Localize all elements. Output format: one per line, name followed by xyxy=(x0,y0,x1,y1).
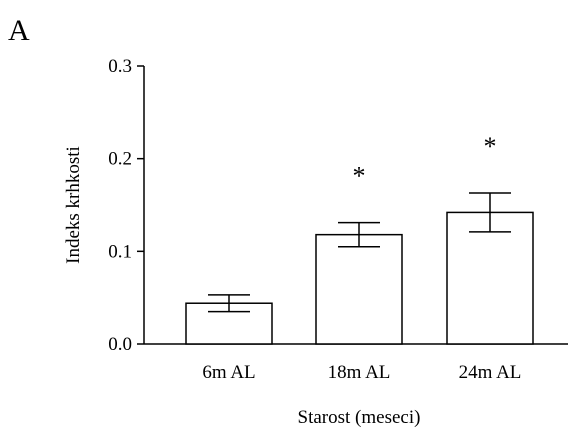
x-axis-label: Starost (meseci) xyxy=(298,407,421,428)
y-tick-label: 0.2 xyxy=(108,149,132,170)
error-bars xyxy=(208,192,511,313)
bar xyxy=(315,233,403,345)
y-tick-label: 0.3 xyxy=(108,56,132,77)
y-axis-label: Indeks krhkosti xyxy=(63,146,84,264)
panel-label: A xyxy=(8,14,30,47)
significance-mark: * xyxy=(484,132,497,161)
x-tick-label: 6m AL xyxy=(202,362,255,383)
x-tick-labels: 6m AL 18m AL 24m AL xyxy=(202,362,521,383)
significance-mark: * xyxy=(353,162,366,191)
x-tick-label: 18m AL xyxy=(328,362,391,383)
bars xyxy=(185,211,534,345)
bar xyxy=(446,211,534,345)
y-tick-label: 0.0 xyxy=(108,334,132,355)
y-ticks: 0.0 0.1 0.2 0.3 xyxy=(108,56,144,355)
significance-marks: ** xyxy=(353,132,497,191)
y-tick-label: 0.1 xyxy=(108,241,132,262)
x-tick-label: 24m AL xyxy=(459,362,522,383)
